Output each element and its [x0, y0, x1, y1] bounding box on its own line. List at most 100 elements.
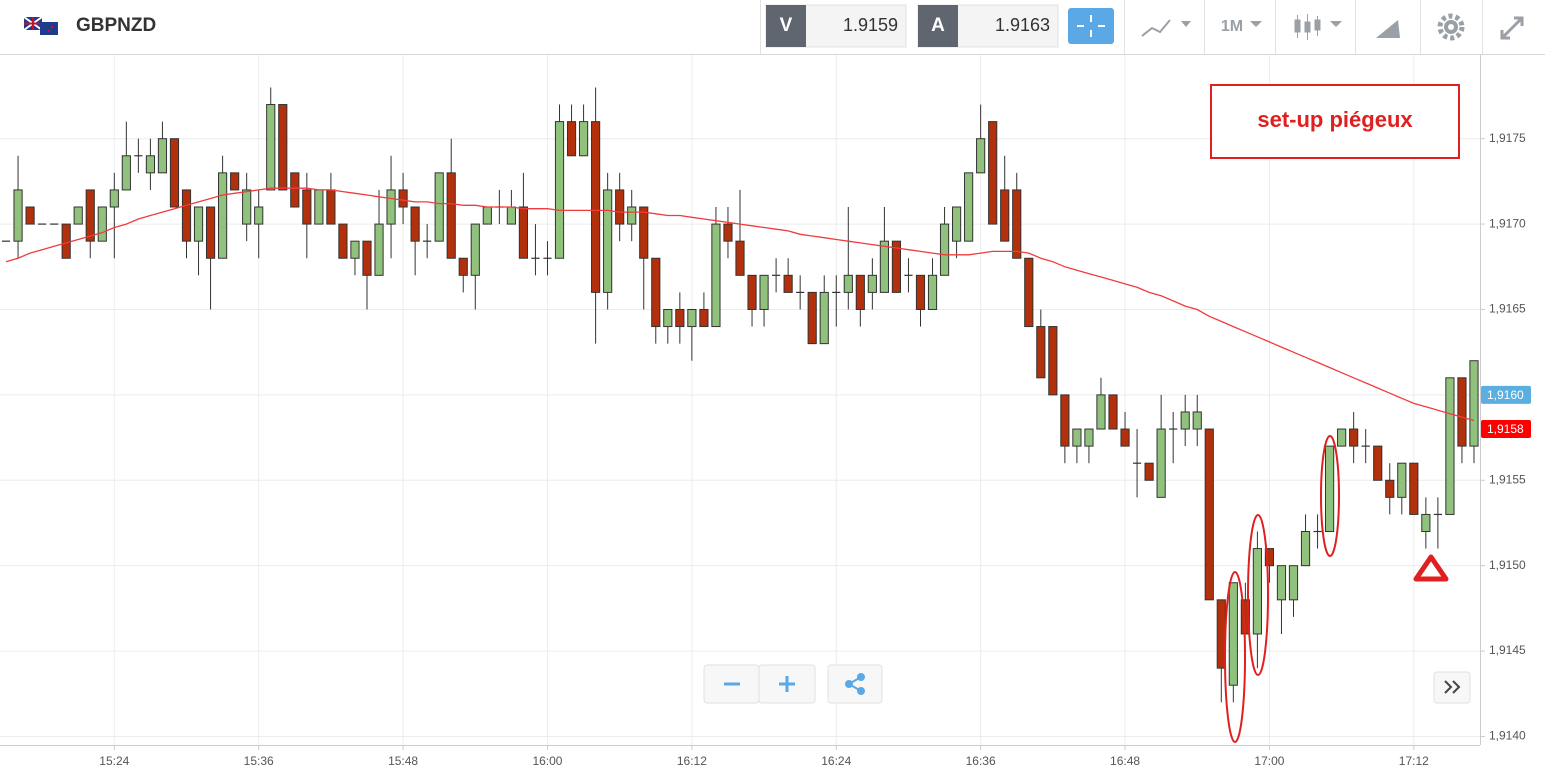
candle-body — [927, 274, 938, 310]
sell-tag[interactable] — [766, 5, 806, 47]
candle-body — [326, 189, 336, 225]
candle-body — [181, 189, 192, 242]
candle-body — [964, 172, 974, 242]
timeframe[interactable]: 1M — [1221, 18, 1243, 35]
highlight-ellipse — [1320, 435, 1340, 557]
candle-body — [482, 206, 492, 225]
candle-body — [1096, 394, 1106, 430]
draw-button[interactable] — [1376, 20, 1400, 38]
candle-body — [855, 274, 865, 310]
highlight-ellipse — [1247, 514, 1269, 676]
candle-body — [13, 189, 23, 242]
candle-body — [1349, 428, 1359, 447]
candle-body — [1373, 445, 1383, 481]
fullscreen-button[interactable] — [1500, 16, 1524, 40]
x-tick-label: 15:48 — [388, 754, 418, 768]
candle-body — [639, 206, 649, 259]
candle-body — [121, 155, 131, 191]
candle-body — [675, 308, 685, 328]
flag — [23, 16, 58, 35]
y-tick-label: 1,9145 — [1489, 643, 1526, 657]
candle-body — [218, 172, 228, 259]
candle-body — [386, 189, 396, 225]
candle-body — [735, 240, 745, 276]
candle-body — [759, 274, 769, 310]
candle-body — [193, 206, 204, 242]
candle-body — [1469, 360, 1479, 447]
x-tick-label: 16:36 — [966, 754, 996, 768]
candle-body — [578, 121, 589, 157]
candle-body — [1084, 428, 1094, 447]
x-tick-label: 15:24 — [99, 754, 129, 768]
candle-body — [988, 121, 998, 225]
crosshair-button[interactable] — [1068, 8, 1114, 44]
warning-triangle — [1413, 554, 1449, 582]
x-tick-label: 16:00 — [532, 754, 562, 768]
candle-body — [879, 240, 889, 293]
y-tick-label: 1,9165 — [1489, 302, 1526, 316]
sell-label[interactable]: V — [780, 15, 793, 36]
y-tick-label: 1,9150 — [1489, 558, 1526, 572]
y-tick-label: 1,9155 — [1489, 472, 1526, 486]
price-label-box — [1481, 385, 1531, 404]
highlight-ellipse — [1224, 571, 1246, 743]
candle-body — [663, 308, 673, 328]
x-tick-label: 15:36 — [244, 754, 274, 768]
candle-body — [169, 138, 180, 208]
chart-type-button[interactable] — [1294, 14, 1342, 40]
x-tick-label: 16:12 — [677, 754, 707, 768]
candle-body — [1156, 428, 1166, 498]
candle-body — [843, 274, 853, 293]
share-button[interactable] — [827, 664, 883, 704]
candle-body — [1228, 582, 1238, 686]
candle-body — [1072, 428, 1082, 447]
scroll-end-button[interactable] — [1433, 671, 1471, 704]
candle-body — [374, 223, 384, 276]
candle-body — [145, 155, 155, 174]
candle-body — [1300, 531, 1311, 567]
candle-body — [73, 206, 83, 225]
candle-body — [61, 223, 71, 259]
y-tick-label: 1,9140 — [1489, 729, 1526, 743]
candle-body — [1385, 479, 1395, 498]
candle-body — [1120, 428, 1130, 447]
candle-body — [290, 172, 300, 208]
symbol: GBPNZD — [76, 15, 156, 36]
buy-tag[interactable] — [918, 5, 958, 47]
candle-body — [398, 189, 408, 208]
candle-body — [687, 308, 697, 328]
candle-body — [1288, 565, 1299, 601]
buy-price[interactable]: 1.9163 — [995, 15, 1050, 35]
candle-body — [1108, 394, 1118, 430]
sell-price[interactable]: 1.9159 — [843, 15, 898, 35]
candle-body — [1337, 428, 1347, 447]
candle-body — [205, 206, 216, 259]
candle-body — [410, 206, 420, 242]
candle-body — [1264, 548, 1275, 567]
candle-body — [109, 189, 119, 208]
candle-body — [699, 308, 709, 328]
candle-body — [1445, 377, 1455, 515]
candle-body — [518, 206, 529, 259]
candle-body — [446, 172, 456, 259]
candle-body — [1397, 462, 1407, 498]
candle-body — [711, 223, 721, 328]
zoom-out[interactable] — [703, 664, 760, 704]
candle-body — [566, 121, 577, 157]
timeframe-caret[interactable] — [1250, 21, 1262, 27]
candle-body — [1325, 445, 1335, 533]
y-tick-label: 1,9175 — [1489, 131, 1526, 145]
settings-button[interactable] — [1437, 13, 1465, 41]
candle-body — [1421, 513, 1431, 533]
candle-body — [314, 189, 324, 225]
candle-body — [807, 291, 817, 345]
buy-label[interactable]: A — [931, 15, 945, 36]
indicator-button[interactable] — [1141, 19, 1191, 37]
candle-body — [627, 206, 637, 225]
candle-body — [506, 206, 516, 225]
zoom-in[interactable] — [758, 664, 816, 704]
x-tick-label: 17:12 — [1399, 754, 1429, 768]
candle-body — [97, 206, 107, 242]
candle-body — [819, 291, 829, 345]
